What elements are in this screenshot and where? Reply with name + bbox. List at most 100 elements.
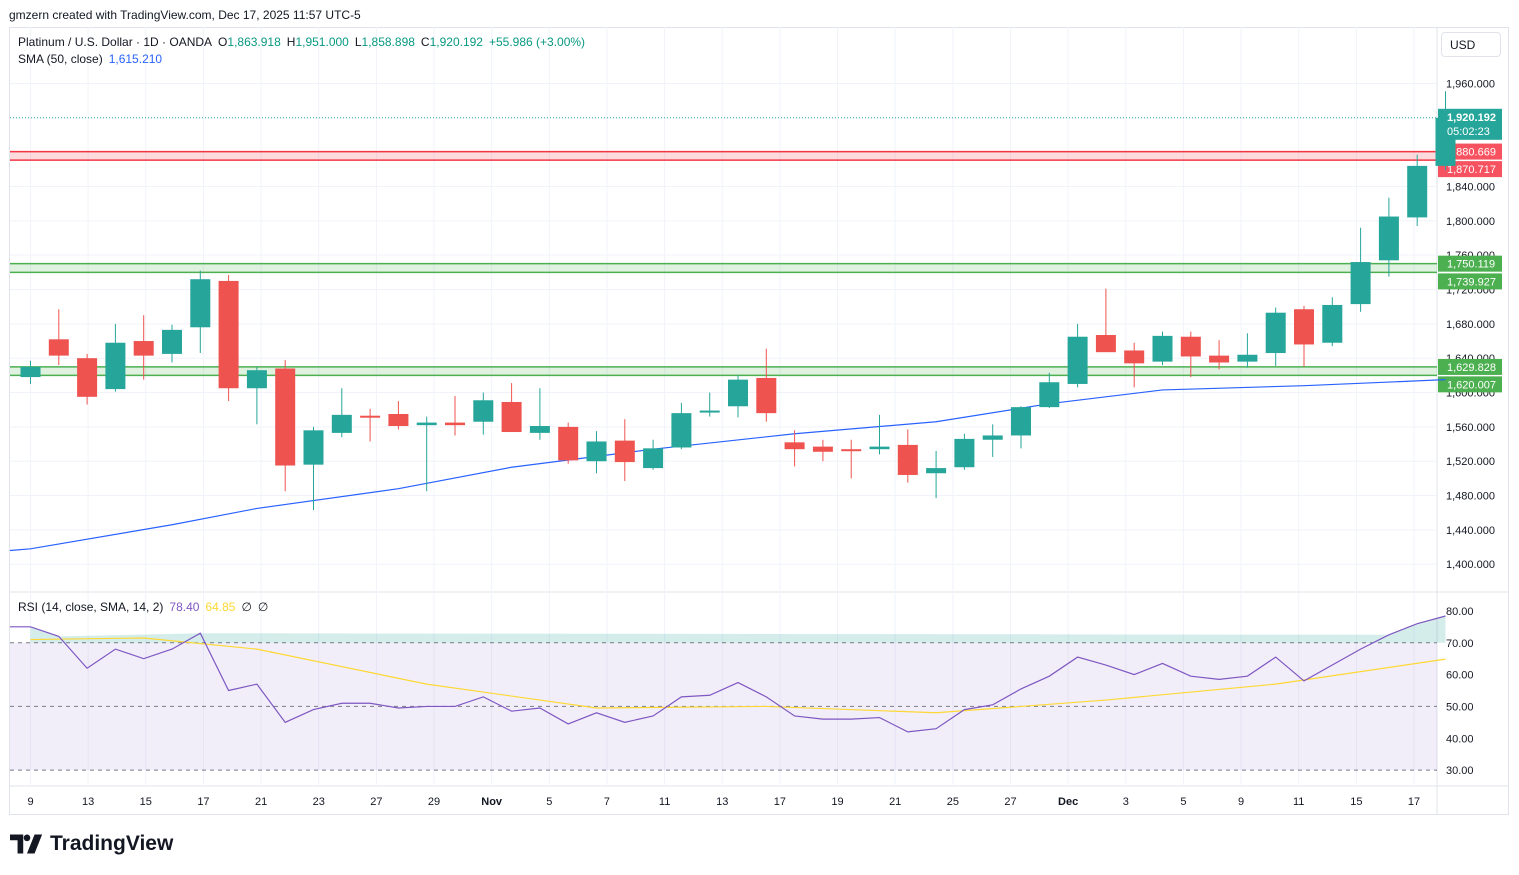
symbol-name[interactable]: Platinum / U.S. Dollar · 1D · OANDA	[18, 35, 213, 49]
rsi-line	[10, 615, 1446, 733]
candle-body	[1067, 336, 1088, 384]
candle-body	[812, 446, 833, 452]
time-tick-label: 25	[947, 796, 959, 808]
time-tick-label: 5	[546, 796, 552, 808]
sma-legend[interactable]: SMA (50, close) 1,615.210	[18, 52, 168, 66]
time-tick-label: 21	[889, 796, 901, 808]
candle-body	[784, 442, 805, 450]
candle-body	[1322, 304, 1343, 343]
low-value: 1,858.898	[361, 35, 415, 49]
price-tick-label: 1,680.000	[1446, 319, 1495, 331]
candle-body	[218, 280, 239, 389]
candle-body	[303, 430, 324, 465]
sma-label: SMA (50, close)	[18, 52, 103, 66]
brand-name: TradingView	[50, 832, 174, 855]
support-label-bg	[1438, 255, 1502, 272]
time-tick-label: 17	[1408, 796, 1420, 808]
price-tick-label: 1,400.000	[1446, 559, 1495, 571]
symbol-legend: Platinum / U.S. Dollar · 1D · OANDA O1,86…	[18, 35, 591, 49]
rsi-tick-label: 30.00	[1446, 765, 1474, 777]
candle-body	[728, 379, 748, 407]
support-top-label: 1,629.828	[1447, 362, 1496, 374]
candle-body	[1350, 262, 1371, 305]
time-tick-label: 9	[1238, 796, 1244, 808]
rsi-tick-label: 60.00	[1446, 670, 1474, 682]
time-tick-label: 13	[716, 796, 728, 808]
candle-body	[586, 441, 607, 462]
candle-body	[1378, 216, 1399, 261]
rsi-tick-label: 80.00	[1446, 606, 1474, 618]
currency-button[interactable]: USD	[1441, 32, 1501, 57]
countdown-label: 05:02:23	[1447, 126, 1490, 138]
time-tick-label: 17	[774, 796, 786, 808]
candle-body	[1095, 335, 1116, 353]
close-value: 1,920.192	[429, 35, 483, 49]
candle-body	[190, 279, 211, 328]
support-label-bg	[1438, 376, 1502, 393]
rsi-sma-value: 64.85	[205, 600, 236, 614]
candle-body	[841, 449, 862, 452]
candle-body	[558, 426, 579, 461]
price-tick-label: 1,960.000	[1446, 78, 1495, 90]
time-tick-label: 19	[831, 796, 843, 808]
candle-body	[982, 435, 1003, 440]
candle-body	[48, 339, 69, 356]
support-zone	[10, 366, 1437, 376]
rsi-label: RSI (14, close, SMA, 14, 2)	[18, 600, 164, 614]
open-label: O	[218, 35, 228, 49]
candle-body	[954, 438, 975, 468]
low-label: L	[354, 35, 362, 49]
time-tick-label: 5	[1180, 796, 1186, 808]
candle-body	[1152, 335, 1173, 362]
candle-body	[614, 440, 635, 463]
time-tick-label: 23	[313, 796, 325, 808]
candle-body	[105, 342, 126, 390]
sma-value: 1,615.210	[108, 52, 163, 66]
candle-body	[473, 400, 494, 422]
last-price-label: 1,920.192	[1447, 112, 1496, 124]
candle-body	[133, 341, 154, 356]
tradingview-logo-icon	[10, 834, 43, 854]
rsi-overbought-fill	[30, 616, 1446, 643]
open-value: 1,863.918	[227, 35, 281, 49]
candle-body	[1011, 407, 1031, 436]
time-tick-label: 15	[1350, 796, 1362, 808]
rsi-extra-2: ∅	[257, 600, 269, 614]
rsi-tick-label: 40.00	[1446, 733, 1474, 745]
time-tick-label: 21	[255, 796, 267, 808]
tradingview-brand[interactable]: TradingView	[10, 832, 173, 856]
candle-body	[699, 410, 720, 413]
candle-body	[246, 370, 267, 389]
candle-body	[360, 415, 381, 418]
time-tick-label: 9	[27, 796, 33, 808]
time-tick-label: 7	[604, 796, 610, 808]
candle-body	[1180, 336, 1201, 357]
price-tick-label: 1,520.000	[1446, 456, 1495, 468]
candle-body	[388, 414, 409, 427]
rsi-tick-label: 50.00	[1446, 701, 1474, 713]
candle-body	[1209, 355, 1230, 363]
time-tick-label: 27	[370, 796, 382, 808]
time-tick-label: 29	[428, 796, 440, 808]
time-tick-label: 11	[659, 796, 670, 808]
candle-body	[1039, 382, 1060, 408]
rsi-legend[interactable]: RSI (14, close, SMA, 14, 2) 78.40 64.85 ∅ ∅	[18, 600, 274, 614]
candle-body	[275, 368, 296, 466]
rsi-sma-line	[30, 637, 1446, 714]
candle-body	[529, 426, 550, 433]
chart-caption: gmzern created with TradingView.com, Dec…	[9, 8, 361, 22]
candle-body	[416, 422, 437, 426]
price-tick-label: 1,840.000	[1446, 181, 1495, 193]
chart-frame	[9, 27, 1509, 815]
candle-body	[756, 377, 777, 414]
rsi-value: 78.40	[169, 600, 200, 614]
resistance-zone	[10, 151, 1437, 161]
time-tick-label: 15	[140, 796, 152, 808]
candle-body	[1265, 312, 1286, 354]
rsi-extra-1: ∅	[241, 600, 252, 614]
high-label: H	[286, 35, 296, 49]
high-value: 1,951.000	[295, 35, 349, 49]
time-tick-label: 11	[1293, 796, 1304, 808]
candle-body	[501, 401, 522, 433]
